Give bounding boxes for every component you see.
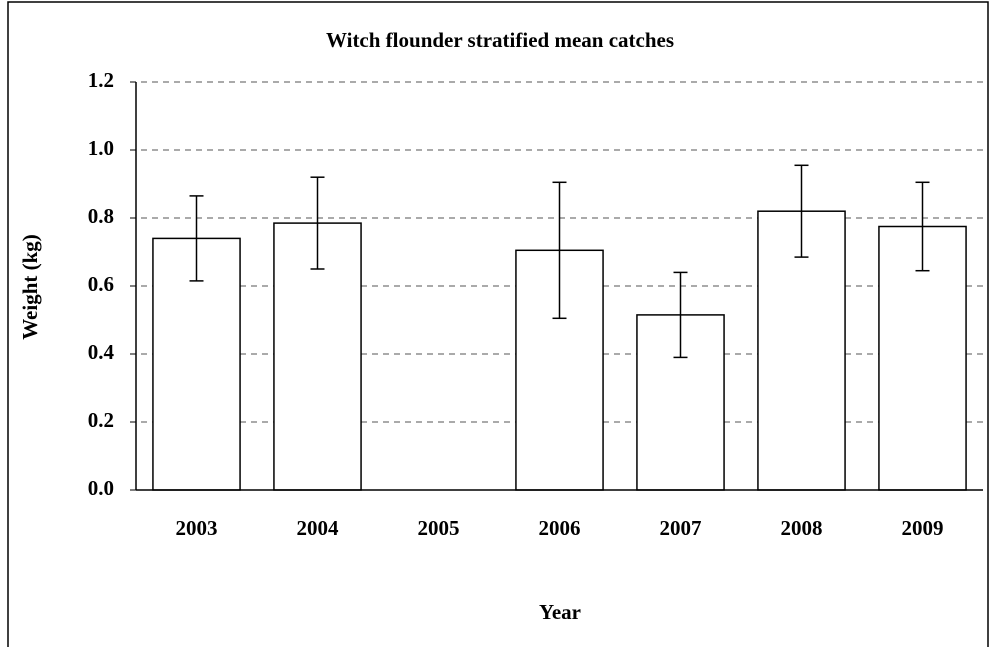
- frame: [7, 1, 989, 652]
- x-axis-label: Year: [539, 600, 581, 624]
- x-tick-label: 2003: [176, 516, 218, 540]
- y-tick-label: 0.8: [88, 204, 114, 228]
- error-bar: [189, 195, 204, 282]
- x-tick-label: 2007: [660, 516, 702, 540]
- chart-title: Witch flounder stratified mean catches: [326, 28, 674, 52]
- error-bar: [915, 181, 930, 272]
- y-tick-label: 0.6: [88, 272, 114, 296]
- error-bar: [673, 271, 688, 359]
- y-tick-label: 0.0: [88, 476, 114, 500]
- y-tick-label: 1.2: [88, 68, 114, 92]
- y-tick-label: 1.0: [88, 136, 114, 160]
- error-bar: [552, 181, 567, 320]
- x-tick-label: 2004: [297, 516, 340, 540]
- x-tick-label: 2006: [539, 516, 581, 540]
- x-tick-label: 2009: [902, 516, 944, 540]
- y-tick-label: 0.2: [88, 408, 114, 432]
- x-tick-label: 2008: [781, 516, 823, 540]
- error-bar: [794, 164, 809, 258]
- error-bar: [310, 176, 325, 270]
- y-tick-label: 0.4: [88, 340, 115, 364]
- x-tick-label: 2005: [418, 516, 460, 540]
- y-axis-label: Weight (kg): [18, 234, 42, 340]
